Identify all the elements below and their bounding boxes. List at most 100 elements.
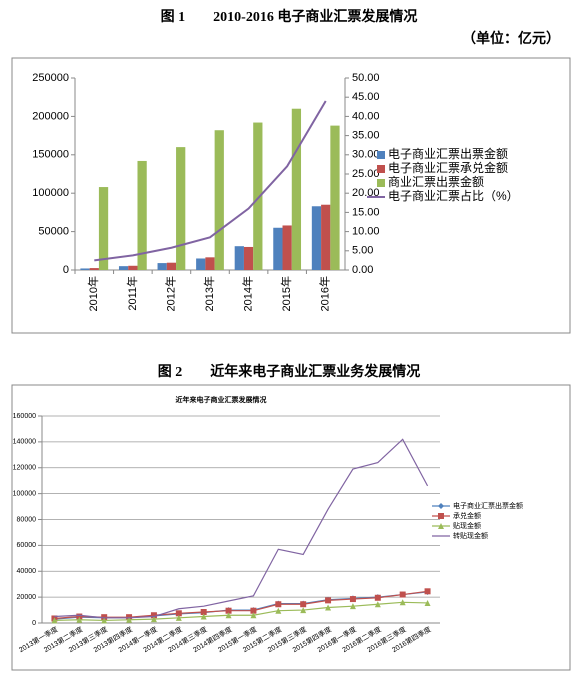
- y-tick-label: 0: [32, 620, 36, 627]
- marker: [424, 599, 431, 606]
- bar: [118, 266, 129, 270]
- x-tick-label: 2016年: [318, 276, 332, 311]
- bar: [205, 257, 215, 270]
- marker: [175, 610, 182, 617]
- bar: [291, 108, 302, 270]
- bar: [214, 130, 224, 270]
- bar: [330, 125, 340, 270]
- marker: [150, 616, 157, 623]
- marker: [300, 607, 307, 614]
- chart-frame: [11, 384, 571, 671]
- legend-label: 电子商业汇票占比（%）: [388, 188, 519, 203]
- marker: [325, 604, 332, 611]
- marker: [275, 607, 282, 614]
- legend-label: 承兑金额: [453, 511, 481, 520]
- x-tick-label: 2011年: [125, 276, 139, 311]
- marker: [76, 616, 83, 623]
- legend-label: 商业汇票出票金额: [388, 174, 484, 189]
- chart: 图 1 2010-2016 电子商业汇票发展情况 （单位：亿元） 0 50000 100…: [11, 8, 571, 334]
- legend-swatch: [377, 165, 385, 173]
- marker: [250, 607, 257, 614]
- marker: [349, 596, 356, 603]
- legend-label: 转贴现金额: [453, 531, 488, 540]
- line: [54, 601, 428, 622]
- marker: [399, 599, 406, 606]
- marker: [250, 612, 257, 619]
- bar: [80, 268, 90, 270]
- marker: [101, 617, 108, 624]
- marker: [275, 601, 282, 608]
- y2-tick-label: 35.00: [352, 130, 380, 142]
- y-tick-label: 20000: [17, 594, 37, 601]
- y-tick-label: 80000: [17, 516, 37, 523]
- marker: [225, 612, 232, 619]
- figure-caption: 图 1 2010-2016 电子商业汇票发展情况: [161, 8, 418, 25]
- marker: [438, 503, 444, 509]
- bar: [89, 268, 99, 270]
- y2-tick-label: 10.00: [352, 226, 380, 238]
- legend-label: 电子商业汇票出票金额: [388, 146, 508, 161]
- marker: [374, 601, 381, 608]
- marker: [438, 513, 444, 519]
- marker: [349, 603, 356, 610]
- y2-tick-label: 30.00: [352, 149, 380, 161]
- x-tick-label: 2012年: [163, 276, 177, 311]
- marker: [175, 614, 182, 621]
- bar: [282, 225, 292, 270]
- y-tick-label: 40000: [17, 568, 37, 575]
- marker: [150, 612, 157, 619]
- marker: [325, 597, 332, 604]
- marker: [300, 601, 307, 608]
- legend-label: 电子商业汇票出票金额: [453, 501, 523, 510]
- y-tick-label: 60000: [17, 542, 37, 549]
- y2-tick-label: 15.00: [352, 206, 380, 218]
- figure-caption: 图 2 近年来电子商业汇票业务发展情况: [158, 363, 421, 380]
- bar: [98, 187, 109, 270]
- bar: [253, 122, 263, 270]
- bar: [234, 246, 244, 270]
- marker: [200, 613, 207, 620]
- y-tick-label: 200000: [32, 110, 69, 122]
- bar: [311, 206, 322, 270]
- bar: [157, 263, 167, 270]
- y2-tick-label: 40.00: [352, 110, 380, 122]
- y-tick-label: 140000: [13, 439, 36, 446]
- marker: [399, 591, 406, 598]
- bar: [166, 262, 177, 270]
- marker: [424, 588, 431, 595]
- marker: [51, 617, 58, 624]
- y-tick-label: 160000: [13, 413, 36, 420]
- bar: [176, 147, 186, 270]
- bar: [196, 258, 206, 270]
- y-tick-label: 0: [63, 264, 69, 276]
- unit-note: （单位：亿元）: [462, 30, 560, 47]
- x-tick-label: 2013年: [202, 276, 216, 311]
- legend-label: 贴现金额: [453, 521, 481, 530]
- y-tick-label: 250000: [32, 72, 69, 84]
- y2-tick-label: 45.00: [352, 91, 380, 103]
- y2-tick-label: 5.00: [352, 245, 373, 257]
- marker: [438, 523, 444, 529]
- x-tick-label: 2010年: [86, 276, 100, 311]
- marker: [200, 609, 207, 616]
- legend-swatch: [377, 151, 385, 159]
- x-tick-label: 2015年: [279, 276, 293, 311]
- marker: [225, 607, 232, 614]
- marker: [101, 614, 108, 621]
- bar: [137, 160, 147, 270]
- chart-title: 近年来电子商业汇票发展情况: [176, 395, 267, 404]
- y-tick-label: 100000: [32, 187, 69, 199]
- line: [94, 100, 327, 262]
- bar: [273, 227, 283, 270]
- bar: [243, 246, 254, 270]
- y-tick-label: 50000: [38, 226, 69, 238]
- y2-tick-label: 0.00: [352, 264, 373, 276]
- y-tick-label: 100000: [13, 490, 36, 497]
- bar: [128, 265, 138, 270]
- line: [54, 590, 428, 620]
- bar: [321, 204, 331, 270]
- y-tick-label: 120000: [13, 465, 36, 472]
- marker: [76, 613, 83, 620]
